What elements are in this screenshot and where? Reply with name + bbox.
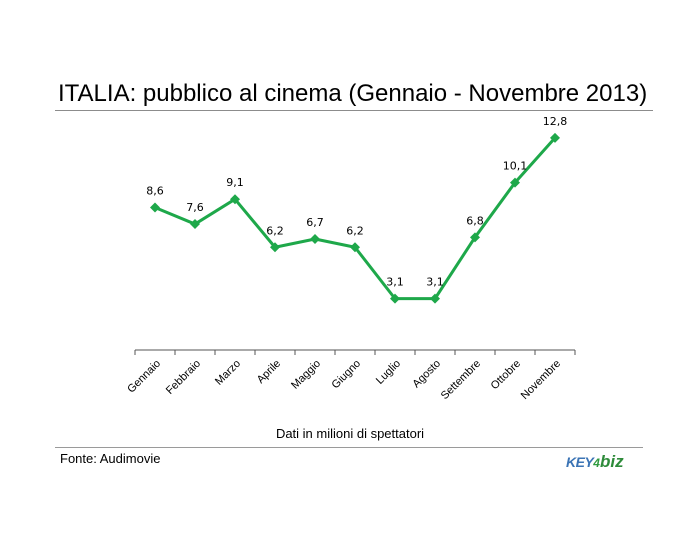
data-label: 6,2 — [346, 224, 364, 237]
footer-divider — [55, 447, 643, 448]
data-point-marker — [230, 194, 240, 205]
data-label: 6,2 — [266, 224, 284, 237]
data-point-marker — [150, 202, 160, 213]
data-label: 3,1 — [386, 276, 404, 289]
data-point-marker — [550, 132, 560, 143]
chart-title: ITALIA: pubblico al cinema (Gennaio - No… — [58, 80, 648, 107]
x-tick-label: Marzo — [213, 358, 243, 388]
data-label: 12,8 — [543, 115, 568, 128]
data-label: 9,1 — [226, 176, 244, 189]
x-tick-label: Giugno — [330, 358, 364, 392]
data-point-marker — [350, 242, 360, 253]
x-tick-label: Settembre — [439, 358, 483, 402]
x-tick-label: Ottobre — [489, 358, 523, 392]
data-label: 8,6 — [146, 184, 164, 197]
series-line — [154, 136, 557, 301]
logo-mark: 4 — [593, 456, 600, 470]
data-point-marker — [390, 293, 400, 304]
x-tick-label: Gennaio — [125, 358, 163, 396]
data-label: 6,8 — [466, 214, 484, 227]
x-tick-label: Luglio — [374, 358, 403, 387]
x-tick-label: Agosto — [410, 358, 443, 391]
x-tick-label: Aprile — [255, 358, 283, 386]
x-tick-label: Novembre — [519, 358, 563, 402]
data-label: 3,1 — [426, 276, 444, 289]
x-tick-label: Maggio — [289, 358, 323, 392]
data-point-marker — [190, 219, 200, 230]
data-point-marker — [270, 242, 280, 253]
data-point-marker — [310, 233, 320, 244]
logo-key: KEY — [566, 454, 594, 470]
line-chart: Gennaio Febbraio Marzo Aprile Maggio Giugno Lu… — [125, 115, 576, 402]
brand-logo: KEY4biz — [566, 451, 624, 473]
source-label: Fonte: Audimovie — [60, 451, 161, 466]
title-divider — [55, 110, 653, 111]
logo-biz: biz — [599, 452, 624, 471]
data-label: 10,1 — [503, 160, 528, 173]
data-label: 7,6 — [186, 201, 204, 214]
axis-note: Dati in milioni di spettatori — [275, 426, 425, 441]
data-point-marker — [470, 232, 480, 243]
data-point-marker — [510, 177, 520, 188]
data-label: 6,7 — [306, 216, 324, 229]
x-tick-label: Febbraio — [164, 358, 203, 397]
data-point-marker — [430, 293, 440, 304]
